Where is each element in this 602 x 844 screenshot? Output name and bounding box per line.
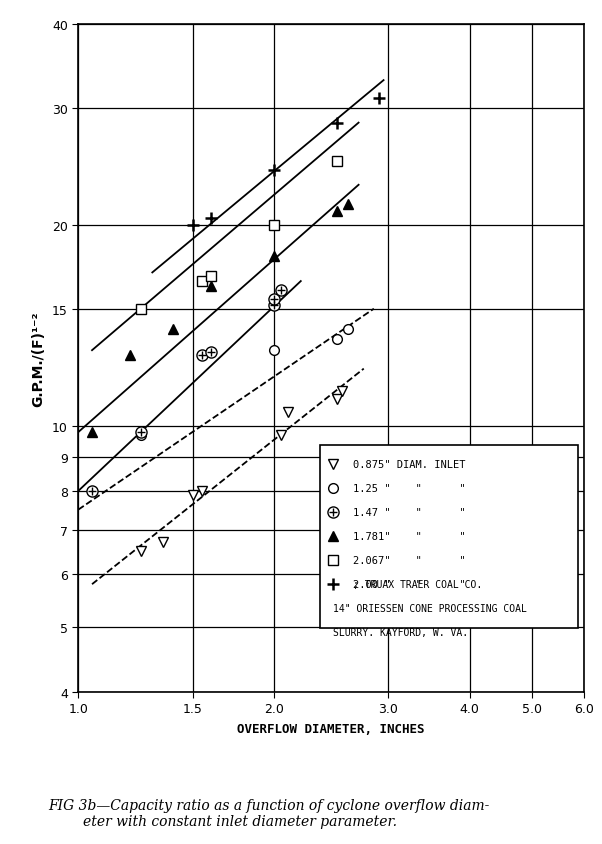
- Text: FIG 3b—Capacity ratio as a function of cyclone overflow diam-
        eter with : FIG 3b—Capacity ratio as a function of c…: [48, 798, 489, 828]
- X-axis label: OVERFLOW DIAMETER, INCHES: OVERFLOW DIAMETER, INCHES: [237, 722, 425, 735]
- Text: 14" ORIESSEN CONE PROCESSING COAL: 14" ORIESSEN CONE PROCESSING COAL: [333, 603, 527, 613]
- FancyBboxPatch shape: [320, 446, 578, 629]
- Text: 2.067"    "      ": 2.067" " ": [353, 555, 465, 565]
- Text: 1.781"    "      ": 1.781" " ": [353, 531, 465, 541]
- Text: SLURRY. KAYFORD, W. VA.: SLURRY. KAYFORD, W. VA.: [333, 627, 468, 637]
- Text: 1.47 "    "      ": 1.47 " " ": [353, 507, 465, 517]
- Text: 2.00 "    "      ": 2.00 " " ": [353, 579, 465, 589]
- Y-axis label: G.P.M./(F)¹⁻²: G.P.M./(F)¹⁻²: [31, 311, 45, 407]
- Text: 0.875" DIAM. INLET: 0.875" DIAM. INLET: [353, 459, 465, 469]
- Text: 1.25 "    "      ": 1.25 " " ": [353, 483, 465, 493]
- Text: ; TRUAX TRAER COAL CO.: ; TRUAX TRAER COAL CO.: [353, 579, 482, 589]
